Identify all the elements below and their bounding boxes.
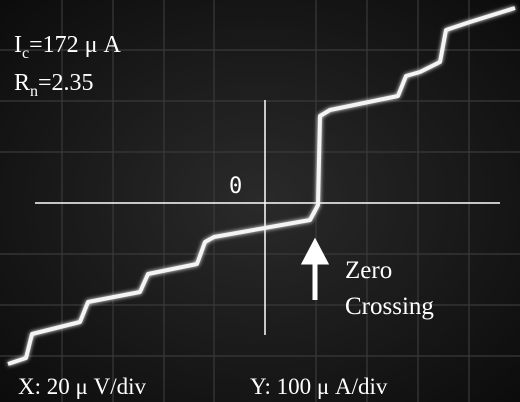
y-scale-label: Y: 100 μ A/div — [250, 374, 388, 399]
origin-label: 0 — [229, 174, 242, 199]
value: =172 μ A — [29, 32, 121, 58]
subscript: c — [22, 45, 29, 62]
symbol: R — [14, 70, 30, 96]
symbol: I — [14, 32, 22, 58]
annotation-line1: Zero — [345, 257, 392, 284]
subscript: n — [30, 83, 38, 100]
value: =2.35 — [38, 70, 94, 96]
oscilloscope-screen: Ic=172 μ A Rn=2.35 0 Zero Crossing X: 20… — [0, 0, 520, 402]
critical-current-label: Ic=172 μ A — [14, 32, 122, 62]
x-scale-label: X: 20 μ V/div — [18, 374, 146, 399]
resistance-label: Rn=2.35 — [14, 70, 94, 100]
annotation-line2: Crossing — [345, 293, 434, 320]
